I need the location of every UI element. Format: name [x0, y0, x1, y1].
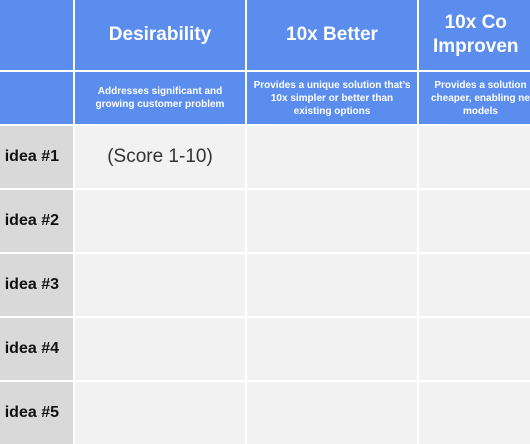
- score-cell-idea-3-10x-better[interactable]: [247, 254, 417, 316]
- column-title: Desirability: [108, 24, 212, 45]
- score-cell-idea-2-desirability[interactable]: [75, 190, 245, 252]
- row-label-idea-3: idea #3: [0, 254, 73, 316]
- row-label-idea-5: idea #5: [0, 382, 73, 444]
- column-header-10x-cost-improvement: 10x Co Improven: [419, 0, 530, 70]
- score-cell-idea-2-10x-better[interactable]: [247, 190, 417, 252]
- row-label-idea-1: idea #1: [0, 126, 73, 188]
- score-cell-idea-3-cost[interactable]: [419, 254, 530, 316]
- row-label-idea-4: idea #4: [0, 318, 73, 380]
- header-corner-cell: [0, 0, 73, 70]
- column-description: Provides a unique solution that’s 10x si…: [253, 79, 411, 117]
- description-corner-cell: [0, 72, 73, 124]
- column-description-line: models: [462, 105, 498, 117]
- column-description: Addresses significant and growing custom…: [95, 86, 225, 110]
- column-title: 10x Better: [286, 24, 378, 45]
- score-cell-idea-5-cost[interactable]: [419, 382, 530, 444]
- score-cell-idea-4-10x-better[interactable]: [247, 318, 417, 380]
- score-cell-idea-4-desirability[interactable]: [75, 318, 245, 380]
- score-cell-idea-1-desirability[interactable]: (Score 1-10): [75, 126, 245, 188]
- row-label-idea-2: idea #2: [0, 190, 73, 252]
- column-header-desirability: Desirability: [75, 0, 245, 70]
- column-title-line: Improven: [433, 36, 519, 57]
- score-cell-idea-2-cost[interactable]: [419, 190, 530, 252]
- column-title-line: 10x Co: [444, 12, 507, 33]
- score-cell-idea-3-desirability[interactable]: [75, 254, 245, 316]
- column-description-10x-cost-improvement: Provides a solution cheaper, enabling ne…: [419, 72, 530, 124]
- score-cell-idea-5-desirability[interactable]: [75, 382, 245, 444]
- column-description-line: Provides a solution: [434, 79, 527, 91]
- column-description-desirability: Addresses significant and growing custom…: [75, 72, 245, 124]
- score-cell-idea-1-10x-better[interactable]: [247, 126, 417, 188]
- score-cell-idea-5-10x-better[interactable]: [247, 382, 417, 444]
- column-description-10x-better: Provides a unique solution that’s 10x si…: [247, 72, 417, 124]
- column-description-line: cheaper, enabling ne: [431, 92, 530, 104]
- score-placeholder: (Score 1-10): [107, 146, 213, 167]
- score-cell-idea-1-cost[interactable]: [419, 126, 530, 188]
- column-header-10x-better: 10x Better: [247, 0, 417, 70]
- score-cell-idea-4-cost[interactable]: [419, 318, 530, 380]
